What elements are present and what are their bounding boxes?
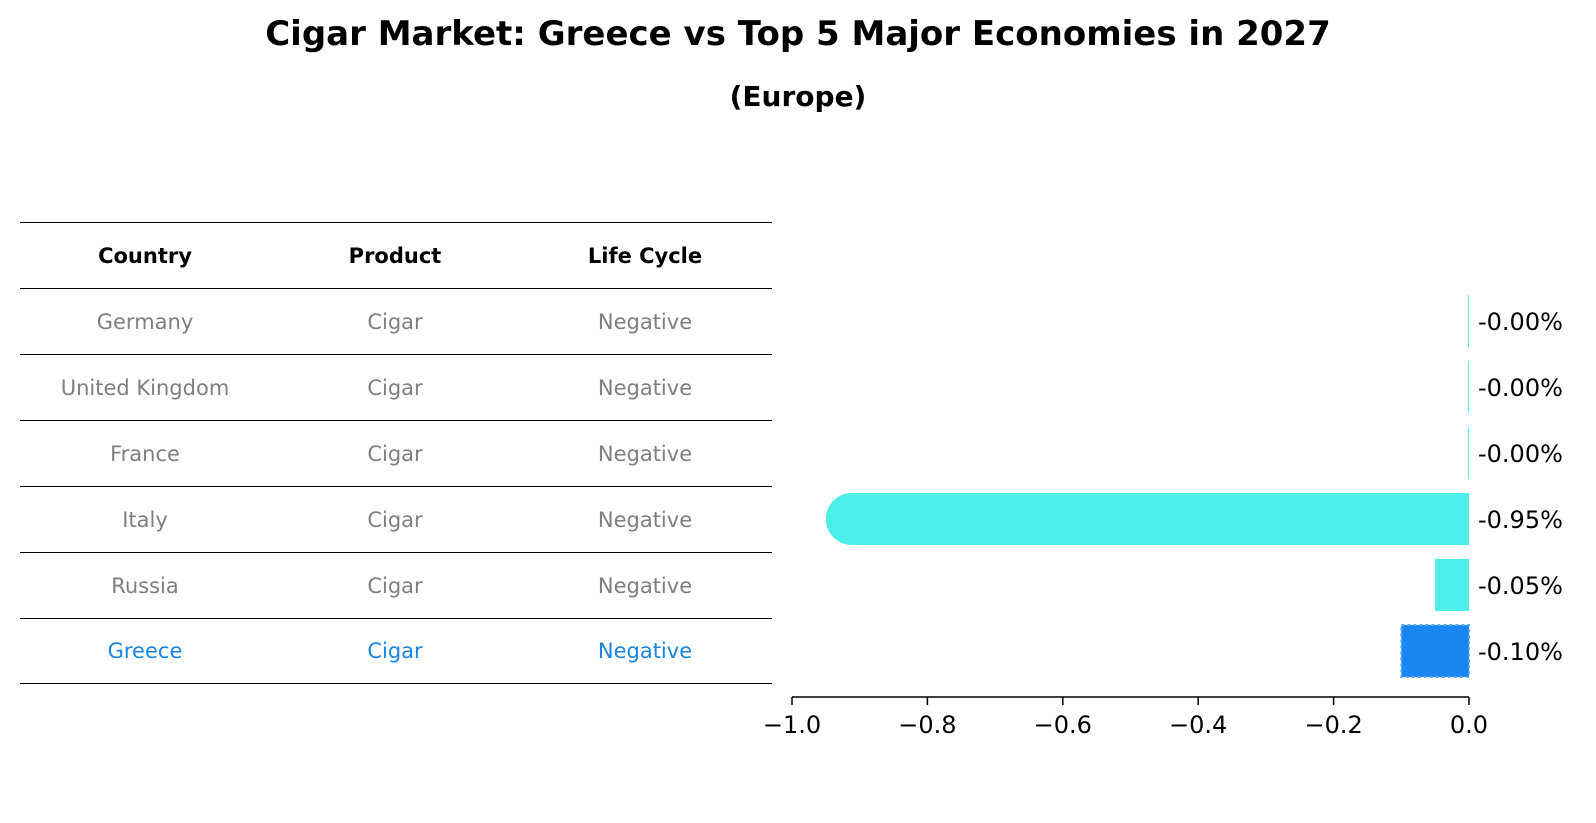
bar-value-label: -0.10% bbox=[1478, 638, 1563, 666]
cell-country: Greece bbox=[107, 639, 183, 663]
bar-france bbox=[1468, 427, 1469, 479]
x-tick-label: 0.0 bbox=[1450, 711, 1488, 739]
cell-product: Cigar bbox=[367, 639, 423, 663]
header-product: Product bbox=[348, 243, 442, 268]
cell-life-cycle: Negative bbox=[597, 441, 693, 466]
bar-value-label: -0.05% bbox=[1478, 572, 1563, 600]
x-tick-label: −0.2 bbox=[1304, 711, 1362, 739]
cell-product: Cigar bbox=[367, 375, 423, 400]
cell-life-cycle: Negative bbox=[597, 309, 693, 334]
bar-value-label: -0.00% bbox=[1478, 308, 1563, 336]
bar-value-label: -0.00% bbox=[1478, 374, 1563, 402]
table-row-highlight: Greece Cigar Negative bbox=[20, 618, 772, 684]
cell-country: Germany bbox=[96, 309, 194, 334]
bar-italy bbox=[825, 493, 1469, 545]
cell-life-cycle: Negative bbox=[597, 639, 693, 663]
cell-product: Cigar bbox=[367, 441, 423, 466]
table-row: Germany Cigar Negative bbox=[20, 288, 772, 354]
bar-value-label: -0.95% bbox=[1478, 506, 1563, 534]
header-country: Country bbox=[98, 243, 192, 268]
cell-life-cycle: Negative bbox=[597, 375, 693, 400]
cell-country: Italy bbox=[122, 507, 168, 532]
bar-end-italy bbox=[1443, 493, 1469, 545]
data-table: Country Product Life Cycle Germany Cigar… bbox=[20, 222, 772, 684]
cell-product: Cigar bbox=[367, 309, 423, 334]
bar-united-kingdom bbox=[1468, 361, 1469, 413]
cell-country: France bbox=[110, 441, 180, 466]
table-row: Russia Cigar Negative bbox=[20, 552, 772, 618]
header-life-cycle: Life Cycle bbox=[587, 243, 703, 268]
bar-russia bbox=[1435, 559, 1469, 611]
bar-greece bbox=[1400, 624, 1471, 678]
x-tick-label: −0.4 bbox=[1169, 711, 1227, 739]
x-tick-label: −0.6 bbox=[1034, 711, 1092, 739]
x-tick-label: −0.8 bbox=[898, 711, 956, 739]
x-tick-label: −1.0 bbox=[763, 711, 821, 739]
chart-title: Cigar Market: Greece vs Top 5 Major Econ… bbox=[265, 14, 1331, 54]
cell-life-cycle: Negative bbox=[597, 507, 693, 532]
table-row: France Cigar Negative bbox=[20, 420, 772, 486]
cell-country: Russia bbox=[111, 573, 179, 598]
table-row: United Kingdom Cigar Negative bbox=[20, 354, 772, 420]
cell-product: Cigar bbox=[367, 573, 423, 598]
cell-product: Cigar bbox=[367, 507, 423, 532]
chart-subtitle: (Europe) bbox=[729, 80, 867, 113]
bar-value-label: -0.00% bbox=[1478, 440, 1563, 468]
cell-life-cycle: Negative bbox=[597, 573, 693, 598]
table-row: Italy Cigar Negative bbox=[20, 486, 772, 552]
cell-country: United Kingdom bbox=[60, 375, 230, 400]
table-header-row: Country Product Life Cycle bbox=[20, 222, 772, 288]
bar-germany bbox=[1468, 295, 1469, 347]
